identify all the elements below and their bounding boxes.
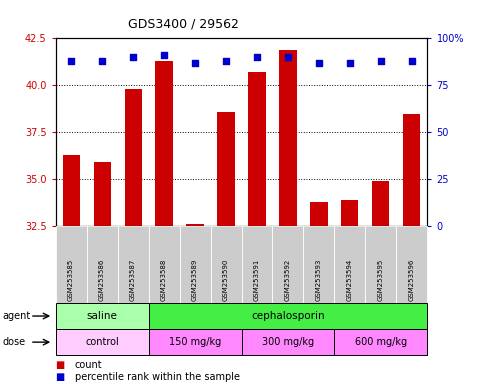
Point [408,58,416,64]
Bar [94,162,111,226]
Text: GDS3400 / 29562: GDS3400 / 29562 [128,17,239,30]
Text: 600 mg/kg: 600 mg/kg [355,337,407,347]
Point [315,60,323,66]
Bar [217,112,235,226]
Text: 150 mg/kg: 150 mg/kg [169,337,221,347]
Text: GSM253594: GSM253594 [347,259,353,301]
Point [222,58,230,64]
Text: GSM253590: GSM253590 [223,259,229,301]
Bar [125,89,142,226]
Point [160,52,168,58]
Text: percentile rank within the sample: percentile rank within the sample [75,372,240,382]
Point [284,54,292,60]
Text: 300 mg/kg: 300 mg/kg [262,337,314,347]
Bar [403,114,421,226]
Point [98,58,106,64]
Point [377,58,385,64]
Text: ■: ■ [56,360,65,370]
Bar [280,50,297,226]
Text: GSM253593: GSM253593 [316,259,322,301]
Point [253,54,261,60]
Text: control: control [85,337,119,347]
Text: GSM253587: GSM253587 [130,259,136,301]
Point [346,60,354,66]
Text: GSM253589: GSM253589 [192,259,198,301]
Bar [156,61,172,226]
Point [191,60,199,66]
Text: GSM253585: GSM253585 [68,259,74,301]
Bar [341,200,358,226]
Text: agent: agent [2,311,30,321]
Text: ■: ■ [56,372,65,382]
Text: GSM253596: GSM253596 [409,259,415,301]
Text: GSM253591: GSM253591 [254,259,260,301]
Text: GSM253588: GSM253588 [161,259,167,301]
Text: GSM253592: GSM253592 [285,259,291,301]
Bar [372,181,389,226]
Point [67,58,75,64]
Text: cephalosporin: cephalosporin [251,311,325,321]
Bar [248,72,266,226]
Text: GSM253595: GSM253595 [378,259,384,301]
Bar [311,202,327,226]
Point [129,54,137,60]
Bar [62,155,80,226]
Text: saline: saline [86,311,117,321]
Text: dose: dose [2,337,26,347]
Bar [186,224,203,226]
Text: count: count [75,360,102,370]
Text: GSM253586: GSM253586 [99,259,105,301]
